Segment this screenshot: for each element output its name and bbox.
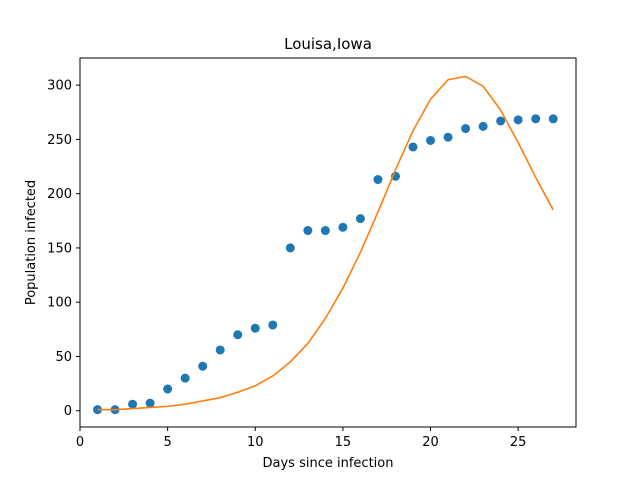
y-tick-label: 0 (64, 404, 72, 419)
x-axis: 0 5 10 15 20 25 (76, 427, 527, 450)
data-point (461, 124, 471, 134)
y-tick-label: 100 (47, 296, 72, 311)
data-point (250, 323, 260, 333)
y-tick-label: 250 (47, 133, 72, 148)
data-point (180, 373, 190, 383)
data-point (303, 226, 313, 236)
x-tick-label: 5 (163, 435, 171, 450)
x-tick-label: 25 (510, 435, 527, 450)
data-point (215, 345, 225, 355)
data-point (373, 175, 383, 185)
x-tick-label: 15 (335, 435, 352, 450)
data-point (145, 398, 155, 408)
data-point (443, 132, 453, 142)
data-point (426, 135, 436, 145)
y-axis: 0 50 100 150 200 250 300 (47, 79, 80, 419)
data-point (268, 320, 278, 330)
y-tick-label: 150 (47, 241, 72, 256)
data-point (233, 330, 243, 340)
data-point (285, 243, 295, 253)
y-tick-label: 300 (47, 79, 72, 94)
data-point (408, 142, 418, 152)
data-point (355, 214, 365, 224)
data-point (128, 399, 138, 409)
x-tick-label: 10 (247, 435, 264, 450)
data-point (198, 361, 208, 371)
data-point (320, 226, 330, 236)
chart-title: Louisa,Iowa (284, 35, 372, 53)
data-point (548, 114, 558, 124)
y-axis-title: Population infected (24, 180, 39, 305)
data-point (531, 114, 541, 124)
data-point (338, 222, 348, 232)
x-tick-label: 20 (422, 435, 439, 450)
data-point (513, 115, 523, 125)
series-line (97, 75, 554, 411)
series-layer (93, 75, 558, 415)
data-point (496, 116, 506, 126)
y-tick-label: 200 (47, 187, 72, 202)
data-point (163, 384, 173, 394)
y-tick-label: 50 (55, 350, 72, 365)
plot-frame (79, 57, 577, 428)
x-axis-title: Days since infection (263, 456, 394, 471)
x-tick-label: 0 (76, 435, 84, 450)
data-point (478, 121, 488, 131)
